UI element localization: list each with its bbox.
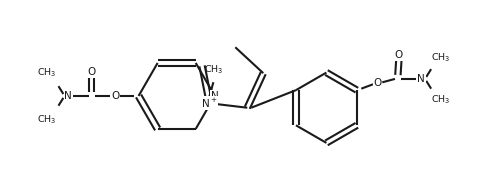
Text: CH$_3$: CH$_3$: [431, 94, 450, 106]
Text: O: O: [88, 68, 96, 77]
Text: O: O: [373, 78, 382, 88]
Text: N: N: [64, 91, 72, 101]
Text: CH$_3$: CH$_3$: [203, 63, 223, 76]
Text: CH$_3$: CH$_3$: [431, 52, 450, 64]
Text: N: N: [417, 74, 425, 84]
Text: N$^+$: N$^+$: [201, 97, 218, 110]
Text: CH$_3$: CH$_3$: [38, 113, 57, 126]
Text: O: O: [395, 50, 403, 60]
Text: O: O: [111, 91, 119, 101]
Text: N: N: [211, 91, 219, 101]
Text: CH$_3$: CH$_3$: [38, 66, 57, 79]
